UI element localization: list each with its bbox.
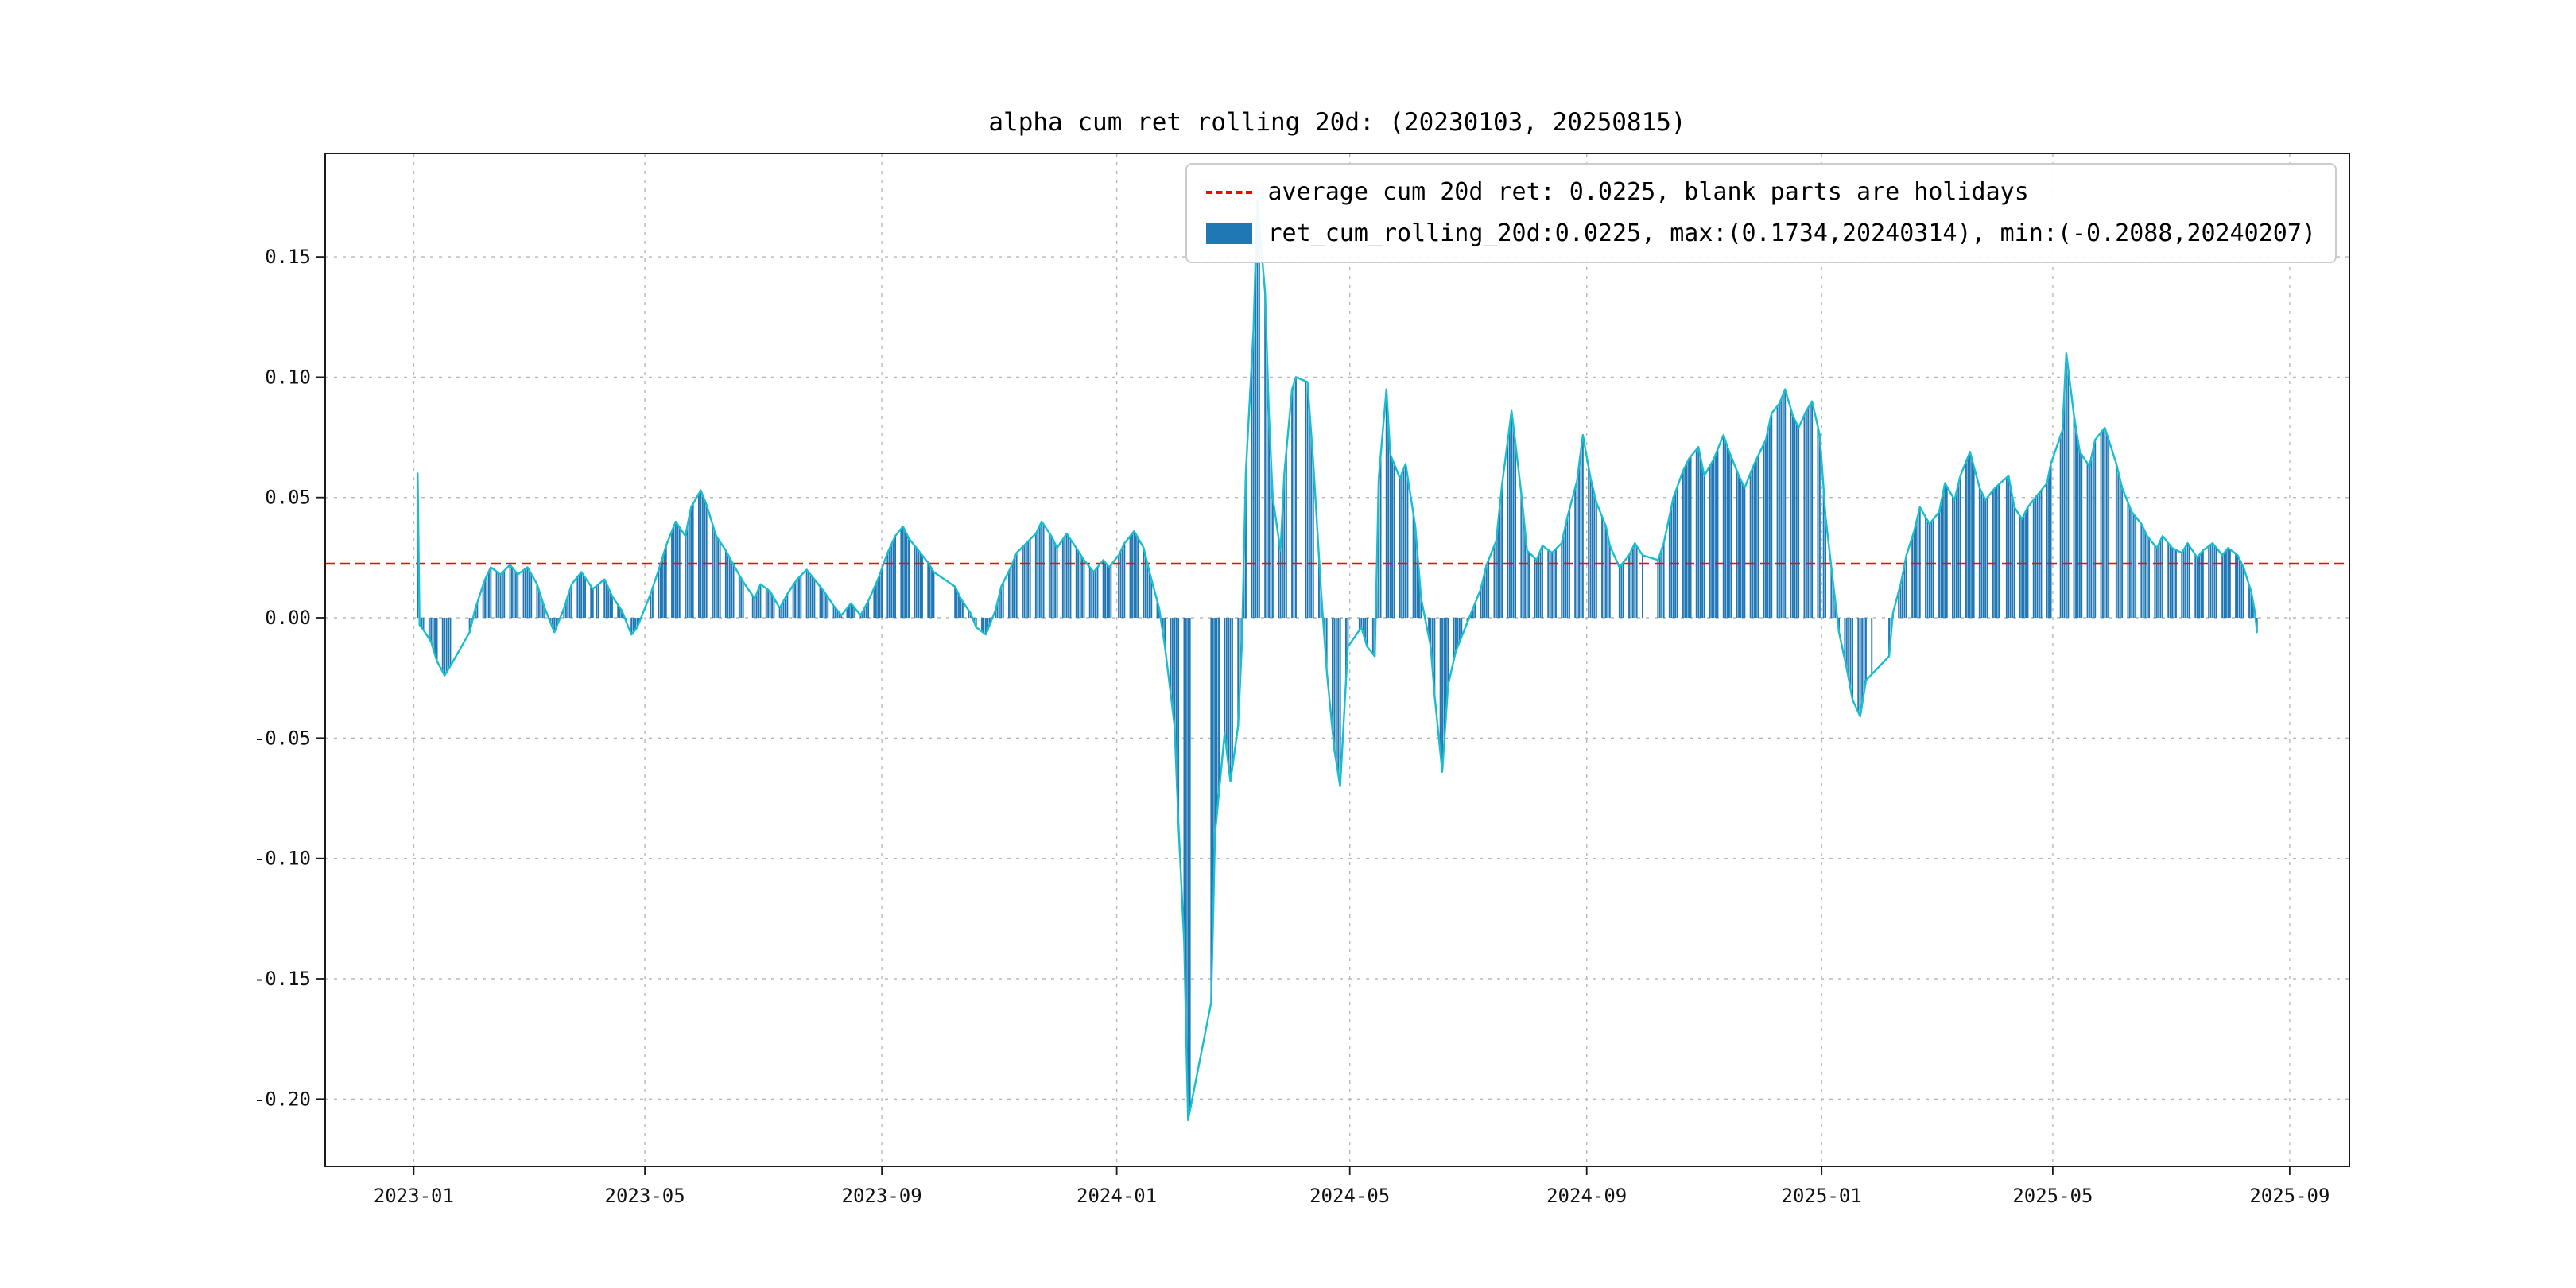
x-tick-label: 2023-01 — [374, 1185, 454, 1207]
axes-border — [324, 153, 2350, 1167]
tick-labels: -0.20 -0.15 -0.10 -0.05 0.00 0.05 0.10 0.15 2023… — [254, 246, 2330, 1207]
y-tick-label: -0.05 — [254, 727, 311, 749]
series-line — [417, 200, 2258, 1122]
x-tick-label: 2025-05 — [2012, 1185, 2093, 1207]
x-tick-label: 2025-01 — [1782, 1185, 1862, 1207]
tick-marks — [316, 256, 2291, 1175]
chart-title: alpha cum ret rolling 20d: (20230103, 20… — [988, 108, 1686, 137]
y-tick-label: -0.10 — [254, 848, 311, 870]
grid — [325, 153, 2349, 1166]
y-tick-label: 0.05 — [265, 487, 311, 509]
x-tick-label: 2025-09 — [2249, 1185, 2330, 1207]
y-tick-label: 0.15 — [265, 246, 311, 268]
legend-entry-series: ret_cum_rolling_20d:0.0225, max:(0.1734,… — [1205, 219, 2317, 249]
legend-average-label: average cum 20d ret: 0.0225, blank parts… — [1267, 178, 2029, 206]
x-tick-label: 2023-05 — [605, 1185, 685, 1207]
bar-swatch-icon — [1205, 223, 1252, 244]
y-tick-label: -0.20 — [254, 1088, 311, 1110]
y-tick-label: -0.15 — [254, 968, 311, 990]
x-tick-label: 2024-05 — [1309, 1185, 1390, 1207]
dashed-line-swatch-icon — [1205, 191, 1252, 194]
legend: average cum 20d ret: 0.0225, blank parts… — [1185, 163, 2337, 263]
x-tick-label: 2024-09 — [1546, 1185, 1627, 1207]
y-tick-label: 0.10 — [265, 366, 311, 388]
legend-series-label: ret_cum_rolling_20d:0.0225, max:(0.1734,… — [1267, 219, 2317, 247]
y-tick-label: 0.00 — [265, 607, 311, 629]
x-tick-label: 2023-09 — [842, 1185, 922, 1207]
bars — [417, 200, 2258, 1120]
legend-entry-average: average cum 20d ret: 0.0225, blank parts… — [1205, 177, 2317, 208]
x-tick-label: 2024-01 — [1077, 1185, 1157, 1207]
